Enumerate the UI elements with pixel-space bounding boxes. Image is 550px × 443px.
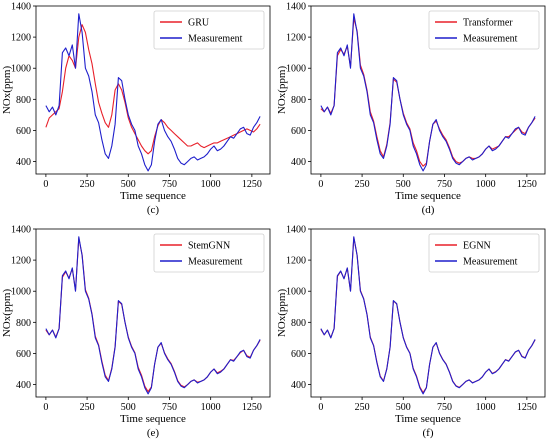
y-axis-label: NOx(ppm) — [1, 289, 13, 338]
y-tick-label: 1000 — [286, 287, 306, 298]
x-tick-label: 750 — [162, 179, 177, 190]
panel-caption: (f) — [423, 427, 434, 439]
series-line-measurement — [45, 236, 261, 395]
x-tick-label: 500 — [396, 402, 411, 413]
legend-box — [153, 233, 265, 273]
legend-entry: StemGNN — [188, 241, 230, 252]
legend-box — [428, 10, 540, 50]
panel-caption: (e) — [147, 427, 160, 439]
chart-panel-f: 0 250 500 750 1000 1250 400 600 800 1000 1200 1400 T… — [276, 225, 546, 439]
x-tick-label: 0 — [43, 402, 48, 413]
y-tick-label: 1400 — [286, 2, 306, 13]
series-line-measurement — [320, 236, 536, 395]
y-tick-label: 800 — [291, 95, 306, 106]
x-tick-label: 500 — [121, 402, 136, 413]
y-tick-label: 800 — [16, 318, 31, 329]
x-tick-label: 250 — [80, 179, 95, 190]
x-tick-label: 1000 — [201, 179, 221, 190]
x-tick-label: 1250 — [517, 179, 537, 190]
x-tick-label: 1000 — [476, 179, 496, 190]
chart-panel-e: 0 250 500 750 1000 1250 400 600 800 1000 1200 1400 T… — [1, 225, 271, 439]
legend-box — [428, 233, 540, 273]
legend-entry: Measurement — [463, 34, 518, 45]
legend-box — [153, 10, 265, 50]
x-axis-label: Time sequence — [120, 413, 186, 425]
y-tick-label: 1400 — [11, 225, 31, 236]
x-tick-label: 0 — [43, 179, 48, 190]
x-tick-label: 750 — [437, 179, 452, 190]
panel-caption: (c) — [147, 204, 160, 216]
legend-entry: Measurement — [188, 257, 243, 268]
legend-entry: Transformer — [463, 18, 513, 29]
y-tick-label: 1000 — [11, 287, 31, 298]
y-tick-label: 1400 — [286, 225, 306, 236]
plot-frame — [310, 5, 546, 175]
x-tick-label: 1000 — [476, 402, 496, 413]
y-tick-label: 1200 — [286, 33, 306, 44]
y-tick-label: 400 — [16, 380, 31, 391]
chart-panel-c: 0 250 500 750 1000 1250 400 600 800 1000 1200 1400 T… — [1, 2, 271, 216]
x-tick-label: 1250 — [517, 402, 537, 413]
x-tick-label: 500 — [121, 179, 136, 190]
y-axis-label: NOx(ppm) — [1, 66, 13, 115]
y-tick-label: 600 — [291, 126, 306, 137]
plot-frame — [35, 228, 271, 398]
x-axis-label: Time sequence — [120, 190, 186, 202]
plot-frame — [35, 5, 271, 175]
y-tick-label: 1000 — [11, 64, 31, 75]
x-tick-label: 0 — [318, 402, 323, 413]
y-tick-label: 800 — [16, 95, 31, 106]
y-tick-label: 600 — [291, 349, 306, 360]
plot-frame — [310, 228, 546, 398]
legend-entry: Measurement — [463, 257, 518, 268]
x-tick-label: 0 — [318, 179, 323, 190]
y-tick-label: 1000 — [286, 64, 306, 75]
panel-caption: (d) — [422, 204, 435, 216]
y-tick-label: 600 — [16, 349, 31, 360]
x-tick-label: 750 — [162, 402, 177, 413]
y-tick-label: 600 — [16, 126, 31, 137]
x-tick-label: 1250 — [242, 179, 262, 190]
x-axis-label: Time sequence — [395, 413, 461, 425]
y-tick-label: 1200 — [286, 256, 306, 267]
x-tick-label: 250 — [80, 402, 95, 413]
y-tick-label: 1400 — [11, 2, 31, 13]
y-tick-label: 400 — [291, 380, 306, 391]
x-tick-label: 1250 — [242, 402, 262, 413]
x-tick-label: 250 — [355, 402, 370, 413]
y-tick-label: 800 — [291, 318, 306, 329]
legend-entry: GRU — [188, 18, 210, 29]
y-tick-label: 1200 — [11, 256, 31, 267]
legend-entry: EGNN — [463, 241, 491, 252]
y-axis-label: NOx(ppm) — [276, 66, 288, 115]
x-tick-label: 1000 — [201, 402, 221, 413]
x-axis-label: Time sequence — [395, 190, 461, 202]
x-tick-label: 500 — [396, 179, 411, 190]
y-axis-label: NOx(ppm) — [276, 289, 288, 338]
series-line-measurement — [320, 13, 536, 172]
chart-panel-d: 0 250 500 750 1000 1250 400 600 800 1000 1200 1400 T… — [276, 2, 546, 216]
y-tick-label: 400 — [16, 157, 31, 168]
x-tick-label: 250 — [355, 179, 370, 190]
x-tick-label: 750 — [437, 402, 452, 413]
y-tick-label: 1200 — [11, 33, 31, 44]
series-line-measurement — [45, 13, 261, 172]
legend-entry: Measurement — [188, 34, 243, 45]
y-tick-label: 400 — [291, 157, 306, 168]
